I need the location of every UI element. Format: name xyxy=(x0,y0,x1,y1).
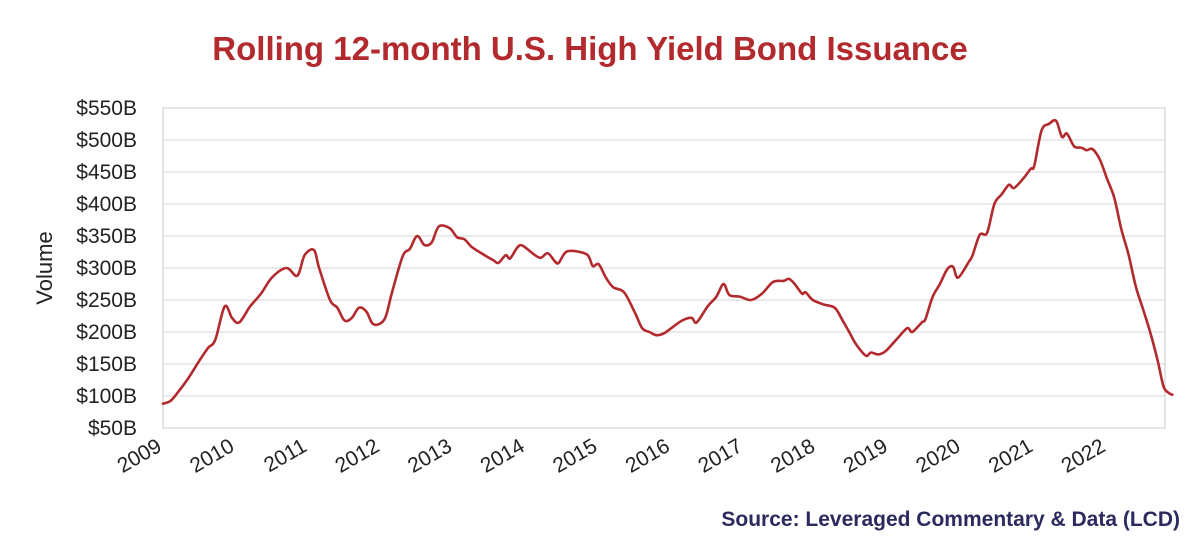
y-tick-label: $200B xyxy=(76,321,137,344)
x-tick-label: 2017 xyxy=(694,434,746,477)
x-tick-label: 2020 xyxy=(912,434,964,477)
x-axis-ticks: 2009 2010 2011 2012 2013 2014 2015 2016 2017 2018… xyxy=(114,434,1110,477)
y-axis-label: Volume xyxy=(32,231,57,304)
y-tick-label: $300B xyxy=(76,257,137,280)
x-tick-label: 2019 xyxy=(840,434,892,477)
x-tick-label: 2009 xyxy=(114,434,166,477)
y-axis-ticks: $50B $100B $150B $200B $250B $300B $350B $400B $… xyxy=(76,97,137,440)
y-tick-label: $50B xyxy=(88,417,137,440)
y-tick-label: $250B xyxy=(76,289,137,312)
x-tick-label: 2018 xyxy=(767,434,819,477)
gridlines xyxy=(163,107,1165,429)
y-tick-label: $500B xyxy=(76,129,137,152)
x-tick-label: 2011 xyxy=(260,434,311,477)
y-tick-label: $450B xyxy=(76,161,137,184)
x-tick-label: 2013 xyxy=(404,434,456,477)
x-tick-label: 2021 xyxy=(985,434,1037,477)
y-tick-label: $550B xyxy=(76,97,137,120)
x-tick-label: 2014 xyxy=(477,434,529,477)
x-tick-label: 2010 xyxy=(186,434,238,477)
y-tick-label: $400B xyxy=(76,193,137,216)
chart-title: Rolling 12-month U.S. High Yield Bond Is… xyxy=(212,30,968,67)
x-tick-label: 2015 xyxy=(549,434,601,477)
y-tick-label: $150B xyxy=(76,353,137,376)
x-tick-label: 2022 xyxy=(1057,434,1109,477)
x-tick-label: 2012 xyxy=(331,434,383,477)
series-line xyxy=(161,118,1174,405)
y-tick-label: $350B xyxy=(76,225,137,248)
y-tick-label: $100B xyxy=(76,385,137,408)
source-note: Source: Leveraged Commentary & Data (LCD… xyxy=(721,508,1180,531)
x-tick-label: 2016 xyxy=(622,434,674,477)
plot-frame xyxy=(162,107,1166,429)
